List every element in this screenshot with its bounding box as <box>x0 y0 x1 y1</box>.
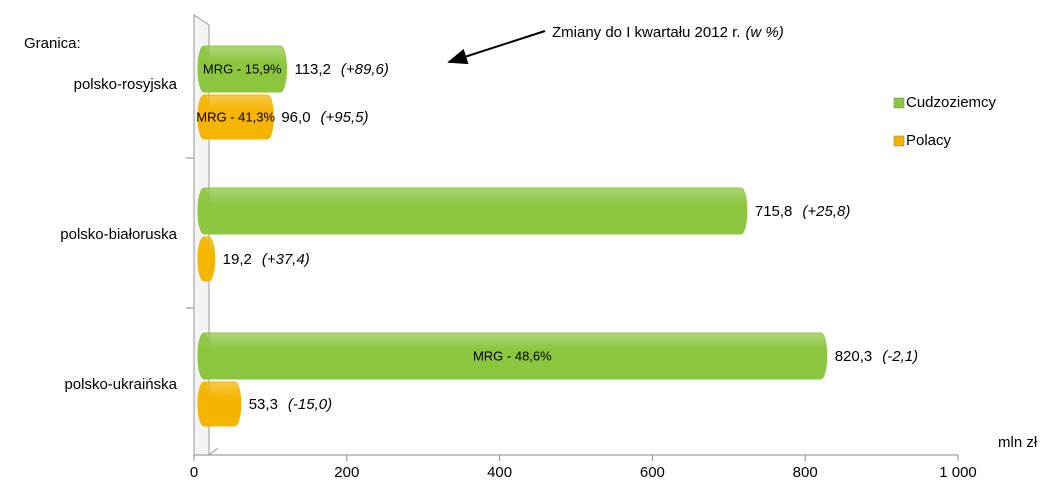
value-label: 53,3 <box>249 396 278 413</box>
y-tick-label: polsko-ukraińska <box>64 376 177 393</box>
inner-label: MRG - 41,3% <box>196 109 275 124</box>
annotation-unit: (w %) <box>745 24 783 41</box>
x-tick-label: 0 <box>190 464 198 481</box>
legend-swatch <box>893 135 905 147</box>
y-tick-label: polsko-rosyjska <box>74 76 178 93</box>
value-label: 820,3 <box>835 348 873 365</box>
inner-label: MRG - 15,9% <box>203 61 282 76</box>
annotation: Zmiany do I kwartału 2012 r. <box>552 24 740 41</box>
change-label: (+95,5) <box>321 109 369 126</box>
bar-end-cap <box>198 188 210 234</box>
value-label: 715,8 <box>755 203 793 220</box>
annotation-arrow <box>447 30 546 65</box>
legend-label: Cudzoziemcy <box>906 94 997 111</box>
change-label: (+25,8) <box>802 203 850 220</box>
value-label: 96,0 <box>281 109 310 126</box>
bar-end-cap <box>198 333 210 379</box>
bar-end-cap <box>198 46 210 92</box>
legend-label: Polacy <box>906 132 952 149</box>
x-tick-label: 800 <box>793 464 818 481</box>
legend-swatch <box>893 97 905 109</box>
value-label: 19,2 <box>223 251 252 268</box>
bar <box>197 187 748 235</box>
bar-end-cap <box>198 95 210 139</box>
inner-label: MRG - 48,6% <box>473 348 552 363</box>
wall-edge <box>208 447 219 456</box>
bar-end-cap <box>198 382 210 426</box>
x-tick-label: 200 <box>334 464 359 481</box>
x-tick-label: 1 000 <box>939 464 977 481</box>
x-tick-label: 400 <box>487 464 512 481</box>
legend-title: Granica: <box>24 35 81 52</box>
change-label: (+37,4) <box>262 251 310 268</box>
x-tick-label: 600 <box>640 464 665 481</box>
y-tick-label: polsko-białoruska <box>60 226 177 243</box>
x-unit: mln zł <box>998 434 1038 451</box>
change-label: (+89,6) <box>341 61 389 78</box>
change-label: (-2,1) <box>882 348 918 365</box>
value-label: 113,2 <box>294 61 330 78</box>
bar-end-cap <box>198 237 210 281</box>
change-label: (-15,0) <box>288 396 332 413</box>
